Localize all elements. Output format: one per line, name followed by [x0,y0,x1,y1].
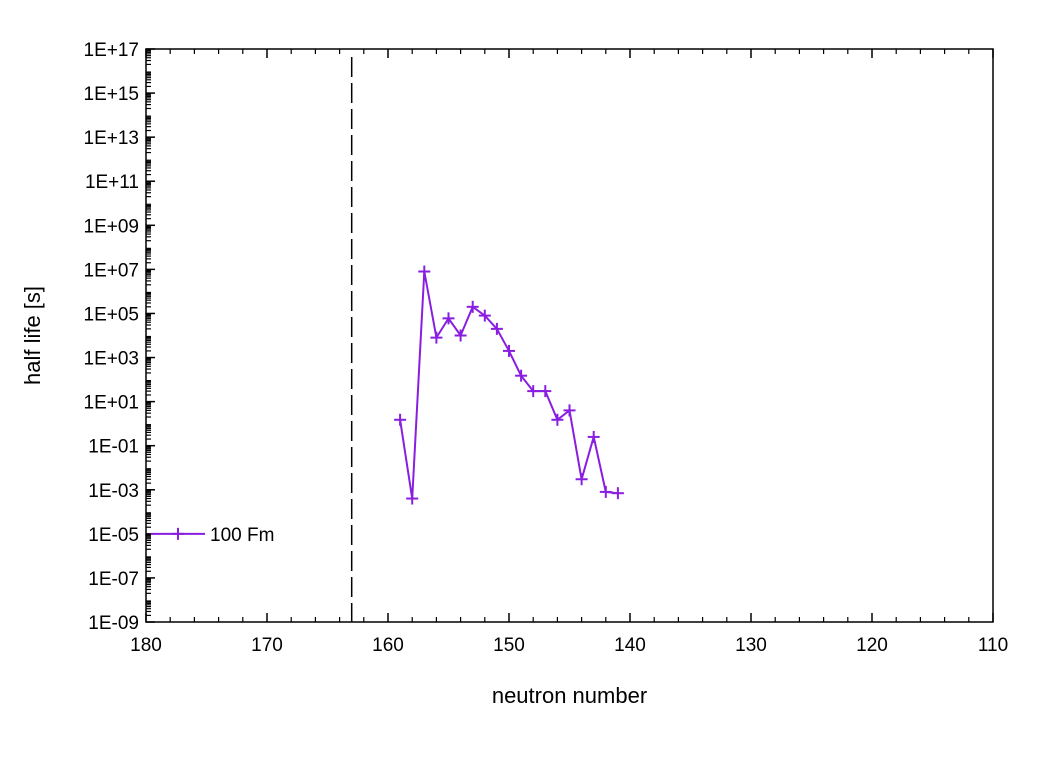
x-tick-label: 180 [130,635,162,656]
y-tick-label: 1E+05 [84,304,139,325]
x-tick-label: 110 [978,635,1008,656]
y-tick-label: 1E+17 [84,40,139,61]
y-tick-label: 1E-01 [88,437,139,458]
ticks-layer [145,48,994,623]
y-tick-label: 1E+15 [84,84,139,105]
y-tick-label: 1E+01 [84,393,139,414]
data-point [418,265,431,278]
y-axis-title: half life [s] [20,286,45,385]
y-tick-label: 1E-05 [88,525,139,546]
data-point [454,329,467,342]
data-point [515,369,528,382]
y-tick-label: 1E+09 [84,216,139,237]
data-point [563,404,576,417]
legend: 100 Fm [151,525,274,546]
data-point [539,385,552,398]
x-tick-label: 150 [493,635,525,656]
labels-layer: 180 170 160 150 140 130 120 110 1E-09 1E-07 1E-05 1… [84,40,1009,656]
series-line-0 [399,271,619,499]
y-tick-label: 1E-09 [88,613,139,634]
data-point [406,492,419,505]
plot-area-frame [145,48,994,623]
data-point [430,331,443,344]
data-point [503,344,515,357]
y-tick-label: 1E+07 [84,260,139,281]
data-point [527,385,540,398]
x-tick-label: 140 [614,635,646,656]
data-point [575,473,588,486]
data-point [611,487,624,500]
data-point [442,312,455,325]
legend-marker-100-fm [172,527,184,540]
data-point [466,300,479,313]
data-point [490,322,503,335]
y-tick-label: 1E-03 [88,481,139,502]
x-tick-label: 130 [735,635,767,656]
x-tick-label: 160 [372,635,404,656]
x-axis-title: neutron number [492,683,647,708]
data-point [394,413,407,426]
legend-label-100-fm: 100 Fm [210,525,274,546]
y-tick-label: 1E+13 [84,128,139,149]
x-tick-label: 170 [251,635,283,656]
data-point [551,413,564,426]
legend-marker-plus [172,527,184,540]
y-tick-label: 1E+03 [84,349,139,370]
y-tick-label: 1E+11 [85,172,139,193]
data-point [599,485,612,498]
series-layer [394,265,624,505]
y-tick-label: 1E-07 [88,569,139,590]
data-point [587,430,600,443]
data-point [478,309,491,322]
x-tick-label: 120 [856,635,888,656]
